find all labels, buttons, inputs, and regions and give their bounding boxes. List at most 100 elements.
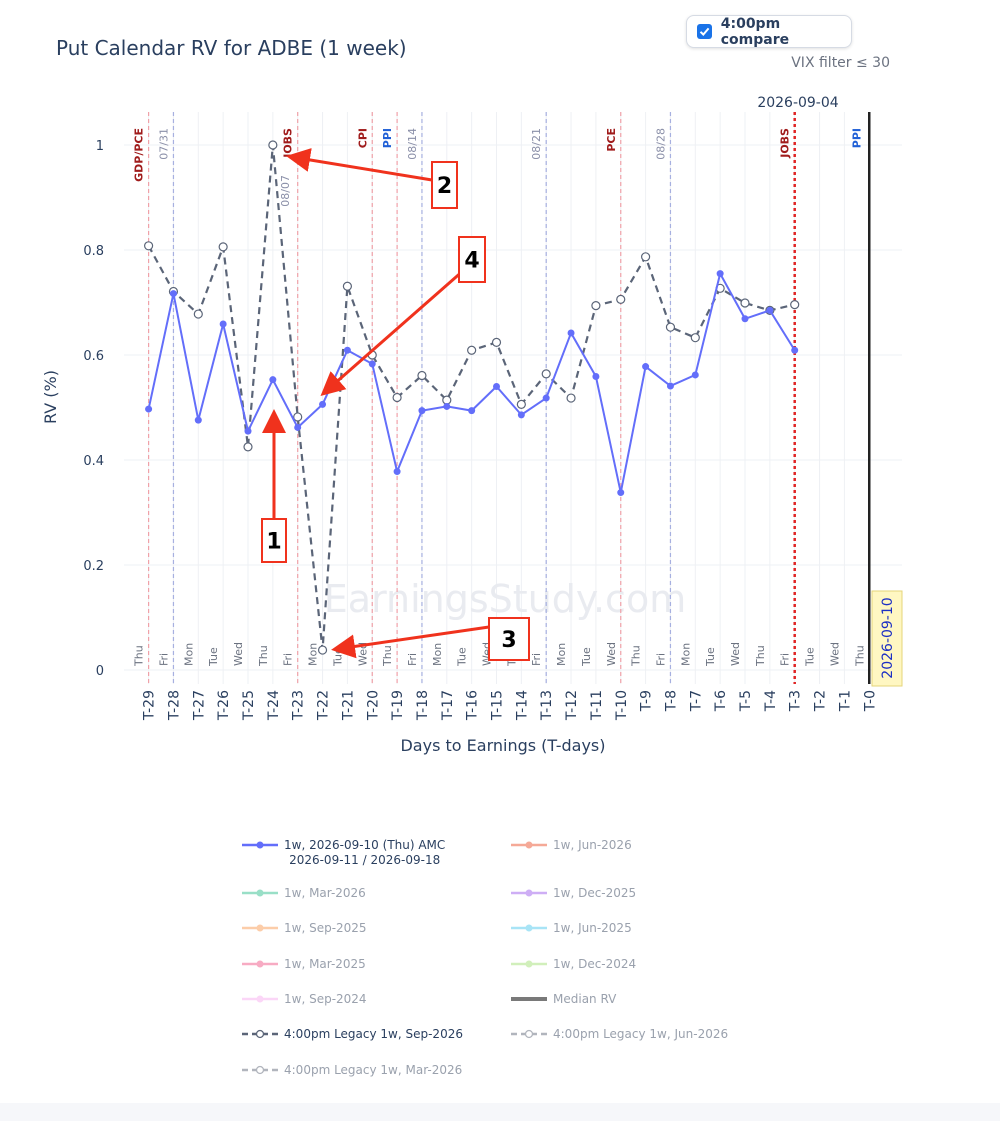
data-point (740, 298, 750, 308)
y-tick-label: 1 (96, 139, 104, 154)
event-label: PPI (850, 128, 863, 148)
legend-swatch (511, 924, 547, 932)
legend-swatch (511, 1029, 547, 1039)
plot-area (124, 112, 902, 684)
legend-item[interactable]: 1w, Jun-2026 (509, 838, 632, 853)
x-tick-label: T-27 (191, 690, 207, 721)
data-point (791, 346, 799, 354)
legend-item[interactable]: 1w, Sep-2025 (240, 921, 367, 936)
legend-item[interactable]: 4:00pm Legacy 1w, Sep-2026 (240, 1027, 463, 1042)
data-point (741, 315, 749, 323)
weekday-label: Thu (381, 645, 394, 667)
legend-item[interactable]: 1w, Mar-2026 (240, 886, 366, 901)
earnings-date-label: 2026-09-10 (880, 597, 896, 678)
weekday-label: Mon (431, 643, 444, 666)
weekday-label: Thu (754, 645, 767, 667)
x-axis-title: Days to Earnings (T-days) (400, 736, 605, 755)
weekday-label: Wed (729, 642, 742, 666)
page-footer (0, 1103, 1000, 1121)
legend-label: 1w, Sep-2024 (284, 992, 367, 1006)
data-point (516, 399, 526, 409)
legend-item[interactable]: 1w, 2026-09-10 (Thu) AMC 2026-09-11 / 20… (240, 838, 445, 868)
data-point (642, 363, 650, 371)
event-label: 08/07 (279, 175, 292, 207)
data-point (566, 393, 576, 403)
x-tick-label: T-0 (862, 690, 878, 712)
data-point (592, 373, 600, 381)
weekday-label: Tue (704, 647, 717, 667)
legend-item[interactable]: 4:00pm Legacy 1w, Jun-2026 (509, 1027, 728, 1042)
x-tick-label: T-28 (166, 690, 182, 721)
y-tick-label: 0.4 (83, 454, 104, 469)
event-label: PPI (381, 128, 394, 148)
legend-item[interactable]: 1w, Dec-2025 (509, 886, 636, 901)
legend-swatch (242, 841, 278, 849)
y-tick-label: 0.6 (83, 349, 104, 364)
data-point (542, 394, 550, 402)
data-point (567, 329, 575, 337)
event-label: 08/14 (406, 128, 419, 160)
event-label: GDP/PCE (133, 128, 146, 182)
data-point (392, 392, 402, 403)
y-axis: 0 0.2 0.4 0.6 0.8 1 RV (%) (41, 139, 104, 679)
weekday-label: Wed (828, 642, 841, 666)
data-point (493, 383, 500, 390)
legend-label: 1w, Mar-2025 (284, 957, 366, 971)
compare-toggle[interactable]: 4:00pm compare (686, 15, 852, 48)
weekday-label: Fri (157, 653, 170, 666)
legend-label: 4:00pm Legacy 1w, Mar-2026 (284, 1063, 463, 1077)
legend-label: 1w, Dec-2024 (553, 957, 637, 971)
legend-swatch (242, 960, 278, 968)
data-point (218, 242, 228, 252)
legend-label: 1w, Jun-2025 (553, 921, 632, 935)
data-point (491, 337, 502, 347)
data-point (591, 301, 601, 311)
data-point (368, 360, 376, 368)
legend-item[interactable]: Median RV (509, 992, 616, 1007)
x-tick-label: T-18 (415, 690, 431, 721)
legend-item[interactable]: 1w, Mar-2025 (240, 957, 366, 972)
top-date-label: 2026-09-04 (757, 95, 838, 111)
data-point (293, 412, 303, 422)
legend-item[interactable]: 4:00pm Legacy 1w, Mar-2026 (240, 1063, 462, 1078)
x-axis: T-29 T-28 T-27 T-26 T-25 T-24 T-23 T-22 T-21 T-20… (142, 690, 879, 755)
weekday-label: Thu (133, 645, 146, 667)
data-point (317, 645, 328, 655)
data-point (244, 427, 252, 435)
data-point (442, 395, 452, 405)
data-point (468, 407, 476, 415)
data-point (294, 423, 302, 431)
watermark: EarningsStudy.com (324, 577, 686, 621)
legend-item[interactable]: 1w, Jun-2025 (509, 921, 632, 936)
data-point (665, 322, 676, 332)
x-tick-label: T-4 (763, 690, 779, 712)
data-point (243, 442, 253, 452)
event-label: CPI (356, 128, 369, 148)
data-point (790, 300, 800, 310)
data-point (666, 382, 674, 390)
legend-swatch (242, 924, 278, 932)
x-tick-label: T-21 (340, 690, 356, 721)
legend-swatch (511, 889, 547, 897)
x-tick-label: T-7 (688, 690, 704, 712)
legend-item[interactable]: 1w, Dec-2024 (509, 957, 636, 972)
data-point (193, 309, 203, 319)
legend-item[interactable]: 1w, Sep-2024 (240, 992, 367, 1007)
weekday-label: Wed (605, 642, 618, 666)
data-point (169, 290, 177, 298)
data-point (443, 402, 451, 410)
weekday-label: Tue (804, 647, 817, 667)
legend-label: 1w, Sep-2025 (284, 921, 367, 935)
x-tick-label: T-10 (614, 690, 630, 721)
weekday-label: Fri (530, 653, 543, 666)
x-tick-label: T-13 (539, 690, 555, 721)
annotation-number: 4 (464, 249, 479, 274)
data-point (319, 400, 327, 408)
data-point (393, 468, 401, 476)
checkbox-checked-icon[interactable] (697, 24, 712, 39)
data-point (144, 241, 154, 251)
legend-label: 1w, 2026-09-10 (Thu) AMC 2026-09-11 / 20… (284, 838, 446, 867)
compare-label: 4:00pm compare (720, 15, 790, 48)
weekday-label: Tue (207, 647, 220, 667)
annotation-number: 2 (437, 174, 452, 199)
